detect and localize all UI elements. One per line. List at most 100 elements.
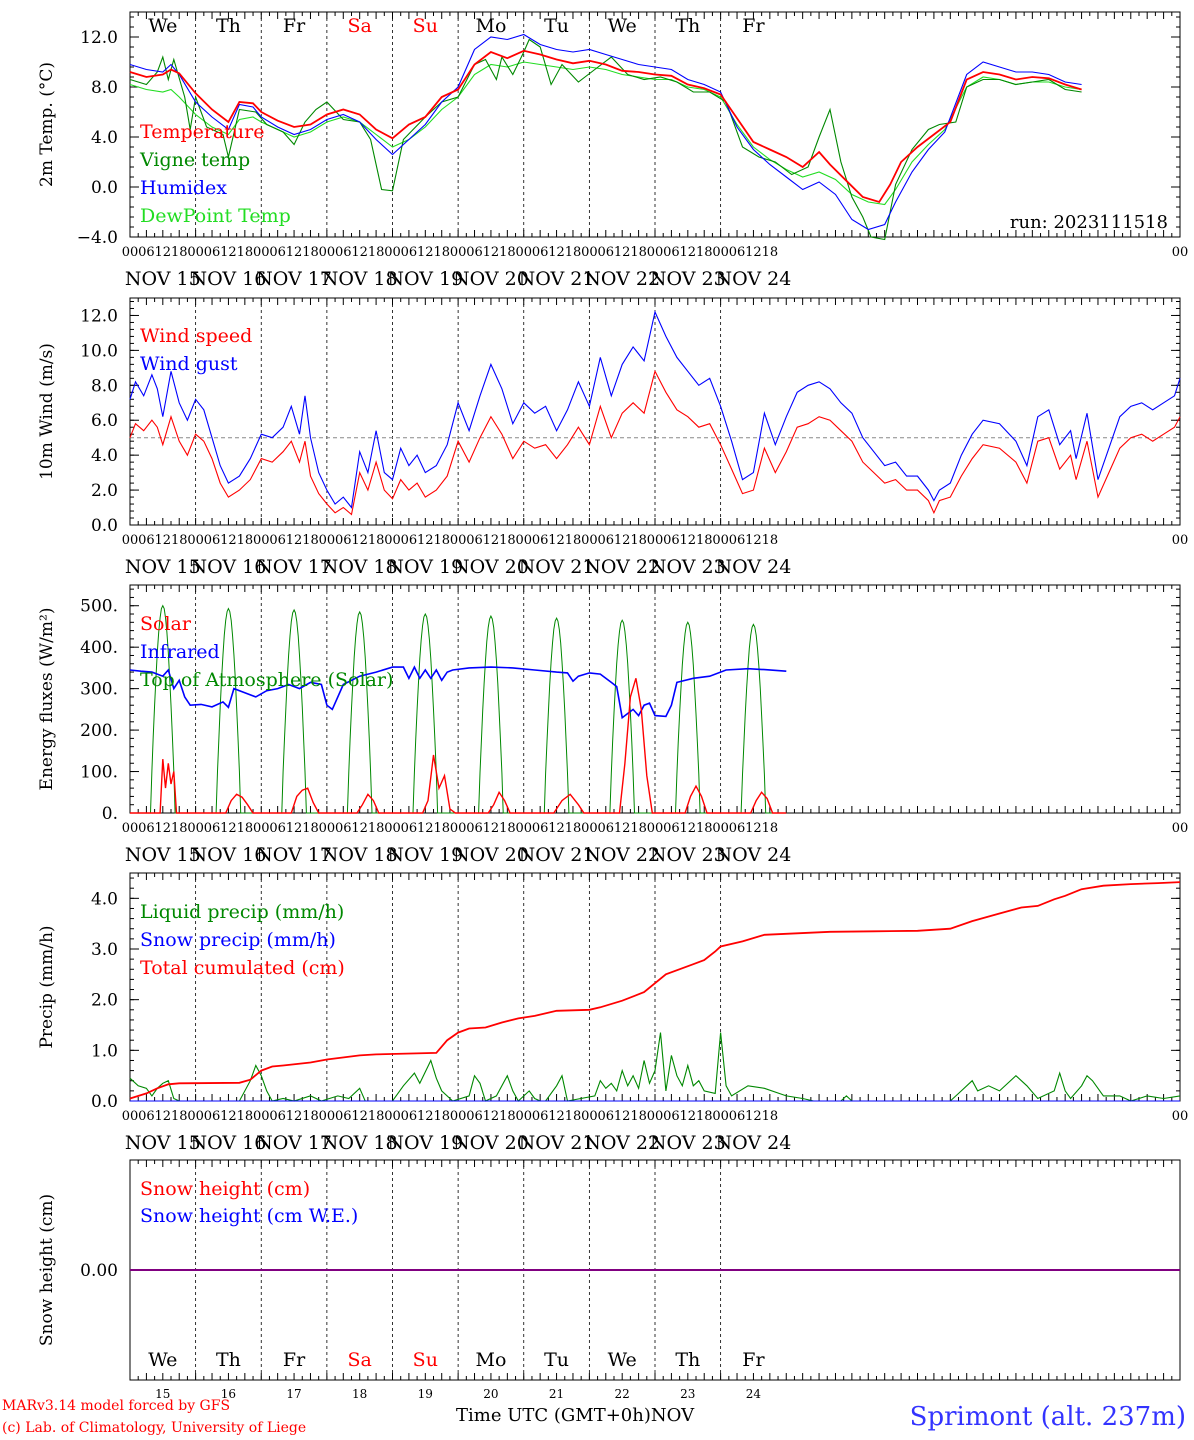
day-number-label: 17 <box>286 1387 301 1401</box>
hour-tick-label: 00 <box>647 245 664 260</box>
hour-tick-label: 06 <box>335 245 352 260</box>
hour-tick-label: 00 <box>253 821 270 836</box>
hour-tick-label: 00 <box>712 533 729 548</box>
hour-tick-label: 00 <box>122 1109 139 1124</box>
legend-entry: Top of Atmosphere (Solar) <box>140 669 393 691</box>
hour-tick-label: 00 <box>1172 245 1189 260</box>
series-humidex <box>129 33 1082 231</box>
legend-entry: Wind gust <box>140 353 238 375</box>
day-number-label: 15 <box>155 1387 170 1401</box>
date-label: NOV 20 <box>453 1132 529 1154</box>
weekday-label: Tu <box>544 1349 569 1371</box>
hour-tick-label: 00 <box>581 1109 598 1124</box>
y-tick-label: 200. <box>80 721 118 741</box>
hour-tick-label: 18 <box>630 245 647 260</box>
weekday-label: Sa <box>348 15 372 37</box>
hour-tick-label: 06 <box>663 821 680 836</box>
date-label: NOV 20 <box>453 844 529 866</box>
hour-tick-label: 06 <box>466 533 483 548</box>
series-solar <box>130 678 787 814</box>
legend-entry: Snow height (cm W.E.) <box>140 1205 358 1227</box>
legend-entry: Total cumulated (cm) <box>140 957 345 979</box>
hour-tick-label: 12 <box>548 821 565 836</box>
panel-snow: 0.00 Snow height (cm) Snow height (cm) Snow… <box>37 1159 1181 1401</box>
date-label: NOV 18 <box>322 268 398 290</box>
y-tick-label: 300. <box>80 680 118 700</box>
hour-tick-label: 18 <box>565 245 582 260</box>
hour-tick-label: 06 <box>532 1109 549 1124</box>
hour-tick-label: 18 <box>237 533 254 548</box>
legend-entry: Vigne temp <box>139 149 250 171</box>
hour-tick-label: 18 <box>565 1109 582 1124</box>
y-tick-label: 2.0 <box>91 991 118 1011</box>
weekday-label: Tu <box>544 15 569 37</box>
hour-tick-label: 06 <box>401 821 418 836</box>
series-wind-speed <box>129 369 1181 516</box>
hour-tick-label: 00 <box>515 533 532 548</box>
date-label: NOV 16 <box>191 556 267 578</box>
weekday-label: Sa <box>348 1349 372 1371</box>
hour-tick-label: 12 <box>548 245 565 260</box>
legend-entry: Solar <box>140 613 192 635</box>
hour-tick-label: 00 <box>384 821 401 836</box>
hour-tick-label: 12 <box>745 1109 762 1124</box>
time-axis-label: Time UTC (GMT+0h)NOV <box>456 1405 694 1426</box>
hour-tick-label: 06 <box>401 533 418 548</box>
weekday-label: Th <box>675 1349 700 1371</box>
y-tick-label: 0.0 <box>91 1092 118 1112</box>
date-label: NOV 15 <box>125 844 201 866</box>
hour-tick-label: 06 <box>729 533 746 548</box>
hour-tick-label: 12 <box>417 1109 434 1124</box>
date-label: NOV 17 <box>256 844 332 866</box>
day-number-label: 18 <box>352 1387 367 1401</box>
hour-tick-label: 18 <box>302 245 319 260</box>
hour-tick-label: 06 <box>729 245 746 260</box>
hour-tick-label: 06 <box>466 821 483 836</box>
y-axis-label: Energy fluxes (W/m²) <box>37 608 57 791</box>
hour-tick-label: 12 <box>286 1109 303 1124</box>
hour-tick-label: 06 <box>204 245 221 260</box>
hour-tick-label: 00 <box>319 245 336 260</box>
date-label: NOV 24 <box>716 844 792 866</box>
date-label: NOV 24 <box>716 268 792 290</box>
date-label: NOV 19 <box>387 268 463 290</box>
hour-tick-label: 06 <box>598 245 615 260</box>
date-label: NOV 23 <box>650 844 726 866</box>
hour-tick-label: 12 <box>548 533 565 548</box>
hour-tick-label: 06 <box>663 1109 680 1124</box>
hour-tick-label: 18 <box>368 533 385 548</box>
day-number-label: 24 <box>746 1387 762 1401</box>
series-wind-gust <box>129 310 1181 509</box>
weekday-label: We <box>608 15 637 37</box>
y-tick-label: 500. <box>80 597 118 617</box>
hour-tick-label: 00 <box>450 821 467 836</box>
hour-tick-label: 06 <box>663 533 680 548</box>
date-label: NOV 22 <box>584 556 660 578</box>
hour-tick-label: 12 <box>220 245 237 260</box>
date-label: NOV 19 <box>387 844 463 866</box>
hour-tick-label: 18 <box>499 821 516 836</box>
hour-tick-label: 12 <box>155 1109 172 1124</box>
y-tick-label: 6.0 <box>91 411 118 431</box>
y-tick-label: 3.0 <box>91 940 118 960</box>
hour-tick-label: 12 <box>483 821 500 836</box>
hour-tick-label: 18 <box>171 533 188 548</box>
weekday-label: Fr <box>283 1349 306 1371</box>
weekday-label: Th <box>216 15 241 37</box>
hour-tick-label: 12 <box>614 1109 631 1124</box>
date-label: NOV 17 <box>256 1132 332 1154</box>
y-tick-label: 4.0 <box>91 128 118 148</box>
hour-tick-label: 12 <box>417 533 434 548</box>
hour-tick-label: 06 <box>335 1109 352 1124</box>
date-label: NOV 21 <box>519 268 595 290</box>
hour-tick-label: 18 <box>762 1109 779 1124</box>
hour-tick-label: 18 <box>368 245 385 260</box>
hour-tick-label: 00 <box>581 245 598 260</box>
hour-tick-label: 00 <box>187 533 204 548</box>
hour-tick-label: 18 <box>368 821 385 836</box>
date-label: NOV 18 <box>322 844 398 866</box>
hour-tick-label: 00 <box>122 245 139 260</box>
hour-tick-label: 12 <box>614 245 631 260</box>
day-number-label: 23 <box>680 1387 695 1401</box>
